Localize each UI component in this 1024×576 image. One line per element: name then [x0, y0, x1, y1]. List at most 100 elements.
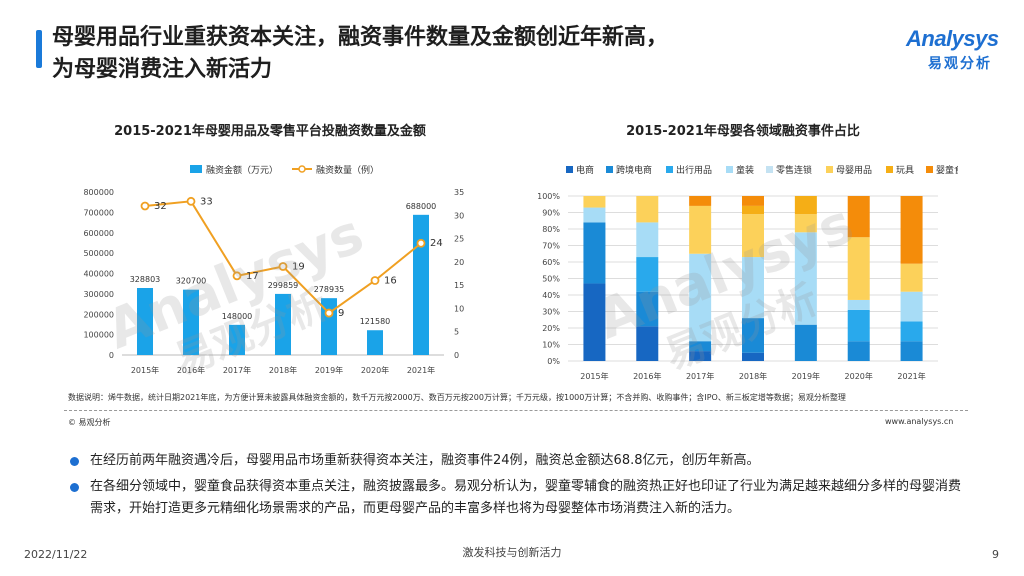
- insight-item: 在经历前两年融资遇冷后，母婴用品市场重新获得资本关注，融资事件24例，融资总金额…: [70, 450, 970, 472]
- deal-count-point: [416, 238, 426, 248]
- stack-segment: [689, 341, 712, 352]
- deal-count-point: [186, 196, 196, 206]
- funding-amount-label: 278935: [314, 285, 345, 294]
- funding-chart-title: 2015-2021年母婴用品及零售平台投融资数量及金额: [114, 124, 426, 139]
- y-left-tick-label: 0: [109, 351, 114, 360]
- funding-amount-bar: [183, 289, 199, 355]
- stack-segment: [794, 324, 817, 361]
- legend-label-count: 融资数量（例）: [316, 164, 379, 176]
- deal-count-point: [140, 201, 150, 211]
- stack-segment: [900, 321, 923, 342]
- stack-segment: [900, 263, 923, 292]
- logo-cn-text: 易观分析: [928, 56, 992, 72]
- legend-label: 跨境电商: [616, 164, 652, 176]
- title-accent-bar: [36, 30, 42, 68]
- funding-amount-bar: [367, 330, 383, 355]
- website-link[interactable]: www.analysys.cn: [885, 417, 954, 426]
- y-tick-label: 100%: [537, 192, 560, 201]
- x-tick-label: 2021年: [407, 365, 435, 375]
- x-tick-label: 2015年: [131, 365, 159, 375]
- bullet-icon: [70, 483, 79, 492]
- deal-count-label: 9: [338, 308, 344, 319]
- legend-swatch: [886, 166, 893, 173]
- deal-count-label: 24: [430, 238, 443, 249]
- stack-segment: [847, 237, 870, 300]
- legend-label: 玩具: [896, 165, 914, 176]
- y-left-tick-label: 700000: [83, 208, 114, 217]
- y-tick-label: 20%: [542, 324, 560, 333]
- stack-segment: [794, 214, 817, 233]
- x-tick-label: 2017年: [223, 365, 251, 375]
- stack-segment: [636, 257, 659, 292]
- funding-amount-bar: [413, 214, 429, 355]
- legend-swatch: [606, 166, 613, 173]
- stack-segment: [689, 253, 712, 342]
- stack-segment: [847, 196, 870, 238]
- y-tick-label: 10%: [542, 341, 560, 350]
- x-tick-label: 2017年: [686, 371, 714, 381]
- x-tick-label: 2020年: [845, 371, 873, 381]
- deal-count-point: [278, 262, 288, 271]
- y-left-tick-label: 200000: [83, 310, 114, 319]
- legend-label: 电商: [576, 164, 594, 176]
- deal-count-label: 19: [292, 262, 305, 273]
- insight-list: 在经历前两年融资遇冷后，母婴用品市场重新获得资本关注，融资事件24例，融资总金额…: [70, 450, 970, 524]
- divider: [64, 410, 968, 411]
- page-title: 母婴用品行业重获资本关注，融资事件数量及金额创近年新高， 为母婴消费注入新活力: [52, 22, 902, 86]
- x-tick-label: 2021年: [897, 371, 925, 381]
- y-tick-label: 90%: [542, 209, 560, 218]
- stack-segment: [900, 341, 923, 361]
- deal-count-point: [324, 308, 334, 318]
- y-right-tick-label: 20: [454, 258, 464, 267]
- y-left-tick-label: 600000: [83, 229, 114, 238]
- stack-segment: [583, 196, 606, 208]
- x-tick-label: 2015年: [580, 371, 608, 381]
- y-tick-label: 70%: [542, 242, 560, 251]
- legend-swatch: [566, 166, 573, 173]
- y-left-tick-label: 500000: [83, 249, 114, 258]
- x-tick-label: 2019年: [315, 365, 343, 375]
- funding-chart: 2015-2021年母婴用品及零售平台投融资数量及金额 融资金额（万元） 融资数量…: [60, 116, 480, 392]
- page-title-line-2: 为母婴消费注入新活力: [52, 57, 273, 82]
- legend-swatch-amount: [190, 165, 202, 173]
- stack-segment: [900, 291, 923, 322]
- page-number: 9: [992, 548, 999, 561]
- segment-share-chart-title: 2015-2021年母婴各领域融资事件占比: [626, 124, 860, 139]
- stack-segment: [689, 196, 712, 206]
- stack-segment: [794, 196, 817, 215]
- funding-amount-bar: [137, 288, 153, 355]
- legend-label: 婴童食品: [936, 164, 958, 176]
- y-tick-label: 30%: [542, 308, 560, 317]
- y-right-tick-label: 30: [454, 211, 464, 220]
- stack-segment: [689, 205, 712, 254]
- y-left-tick-label: 300000: [83, 290, 114, 299]
- logo-brand-text: Analysys: [906, 26, 999, 51]
- y-tick-label: 0%: [547, 357, 560, 366]
- y-left-tick-label: 100000: [83, 331, 114, 340]
- segment-share-chart-svg: 电商 跨境电商 出行用品 童装 零售连锁 母婴用品 玩具 婴童食品 0% 10% 20% 30% 40%…: [537, 164, 958, 381]
- y-right-tick-label: 0: [454, 351, 459, 360]
- insight-text: 在经历前两年融资遇冷后，母婴用品市场重新获得资本关注，融资事件24例，融资总金额…: [90, 453, 760, 468]
- legend-label: 童装: [736, 164, 754, 176]
- x-tick-label: 2019年: [792, 371, 820, 381]
- y-right-tick-label: 25: [454, 235, 464, 244]
- y-tick-label: 50%: [542, 275, 560, 284]
- legend-label: 零售连锁: [776, 164, 812, 176]
- stack-segment: [689, 351, 712, 361]
- stack-segment: [847, 299, 870, 310]
- stack-segment: [794, 232, 817, 325]
- y-tick-label: 40%: [542, 291, 560, 300]
- x-tick-label: 2016年: [177, 365, 205, 375]
- segment-share-chart: 2015-2021年母婴各领域融资事件占比 电商 跨境电商 出行用品 童装 零售连锁 母婴…: [528, 116, 958, 392]
- insight-text: 在各细分领域中，婴童食品获得资本重点关注，融资披露最多。易观分析认为，婴童零辅食…: [90, 479, 962, 516]
- funding-amount-bar: [275, 293, 291, 355]
- y-right-tick-label: 10: [454, 304, 464, 313]
- deal-count-label: 17: [246, 271, 259, 282]
- y-right-tick-label: 15: [454, 281, 464, 290]
- stack-segment: [847, 341, 870, 361]
- stack-segment: [847, 309, 870, 342]
- funding-amount-label: 688000: [406, 202, 437, 211]
- funding-amount-bar: [229, 324, 245, 355]
- bullet-icon: [70, 457, 79, 466]
- stack-segment: [742, 205, 764, 215]
